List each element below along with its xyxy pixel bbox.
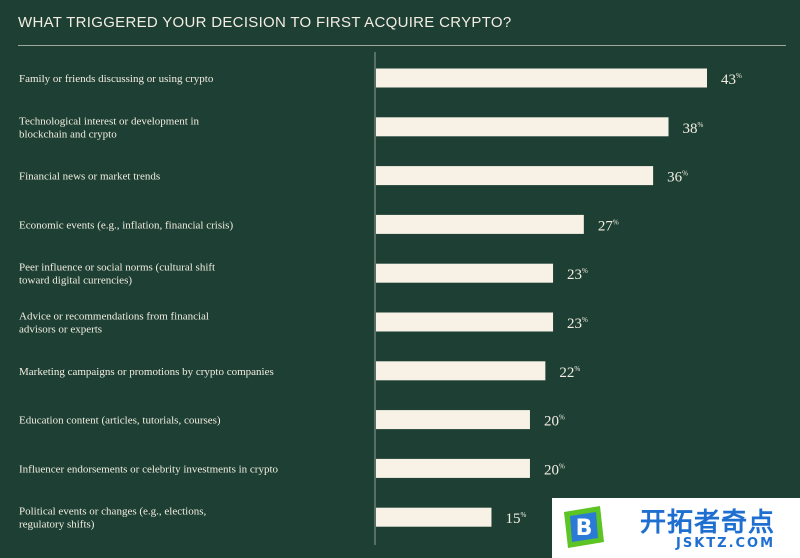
watermark-logo: B: [564, 506, 604, 548]
bar: [376, 458, 530, 478]
title-divider: [18, 45, 786, 46]
bar: [376, 166, 654, 186]
value-label: 36%: [667, 170, 688, 186]
value-label: 22%: [559, 365, 580, 381]
category-labels: Family or friends discussing or using cr…: [19, 73, 279, 531]
bar: [376, 410, 530, 430]
bar: [376, 263, 554, 283]
bar: [376, 117, 669, 137]
category-label: Financial news or market trends: [19, 171, 160, 183]
value-label: 20%: [544, 414, 565, 430]
bar: [376, 214, 584, 234]
category-label: Peer influence or social norms (cultural…: [19, 262, 215, 287]
chart-title: WHAT TRIGGERED YOUR DECISION TO FIRST AC…: [18, 14, 512, 31]
category-label: Economic events (e.g., inflation, financ…: [19, 219, 233, 231]
category-label: Advice or recommendations from financial…: [19, 311, 209, 336]
bars: [376, 68, 707, 527]
value-label: 27%: [598, 218, 619, 234]
value-labels: 43% 38% 36% 27% 23% 23% 22% 20% 20% 15%: [505, 72, 742, 527]
value-label: 43%: [721, 72, 742, 88]
category-label: Marketing campaigns or promotions by cry…: [19, 366, 274, 378]
value-label: 20%: [544, 462, 565, 478]
category-label: Education content (articles, tutorials, …: [19, 415, 221, 427]
watermark-url: JSKTZ.COM: [676, 536, 776, 551]
bar: [376, 507, 492, 527]
category-label: Technological interest or development in…: [19, 115, 200, 140]
value-label: 15%: [505, 511, 526, 527]
watermark-text: 开拓者奇点: [640, 508, 776, 538]
bar: [376, 361, 546, 381]
bar: [376, 68, 707, 88]
value-label: 38%: [683, 121, 704, 137]
value-label: 23%: [567, 267, 588, 283]
watermark: B 开拓者奇点 JSKTZ.COM: [552, 498, 800, 558]
category-label: Influencer endorsements or celebrity inv…: [19, 463, 279, 475]
svg-text:B: B: [576, 516, 593, 541]
category-label: Political events or changes (e.g., elect…: [19, 506, 206, 531]
bar: [376, 312, 554, 332]
category-label: Family or friends discussing or using cr…: [19, 73, 214, 85]
value-label: 23%: [567, 316, 588, 332]
